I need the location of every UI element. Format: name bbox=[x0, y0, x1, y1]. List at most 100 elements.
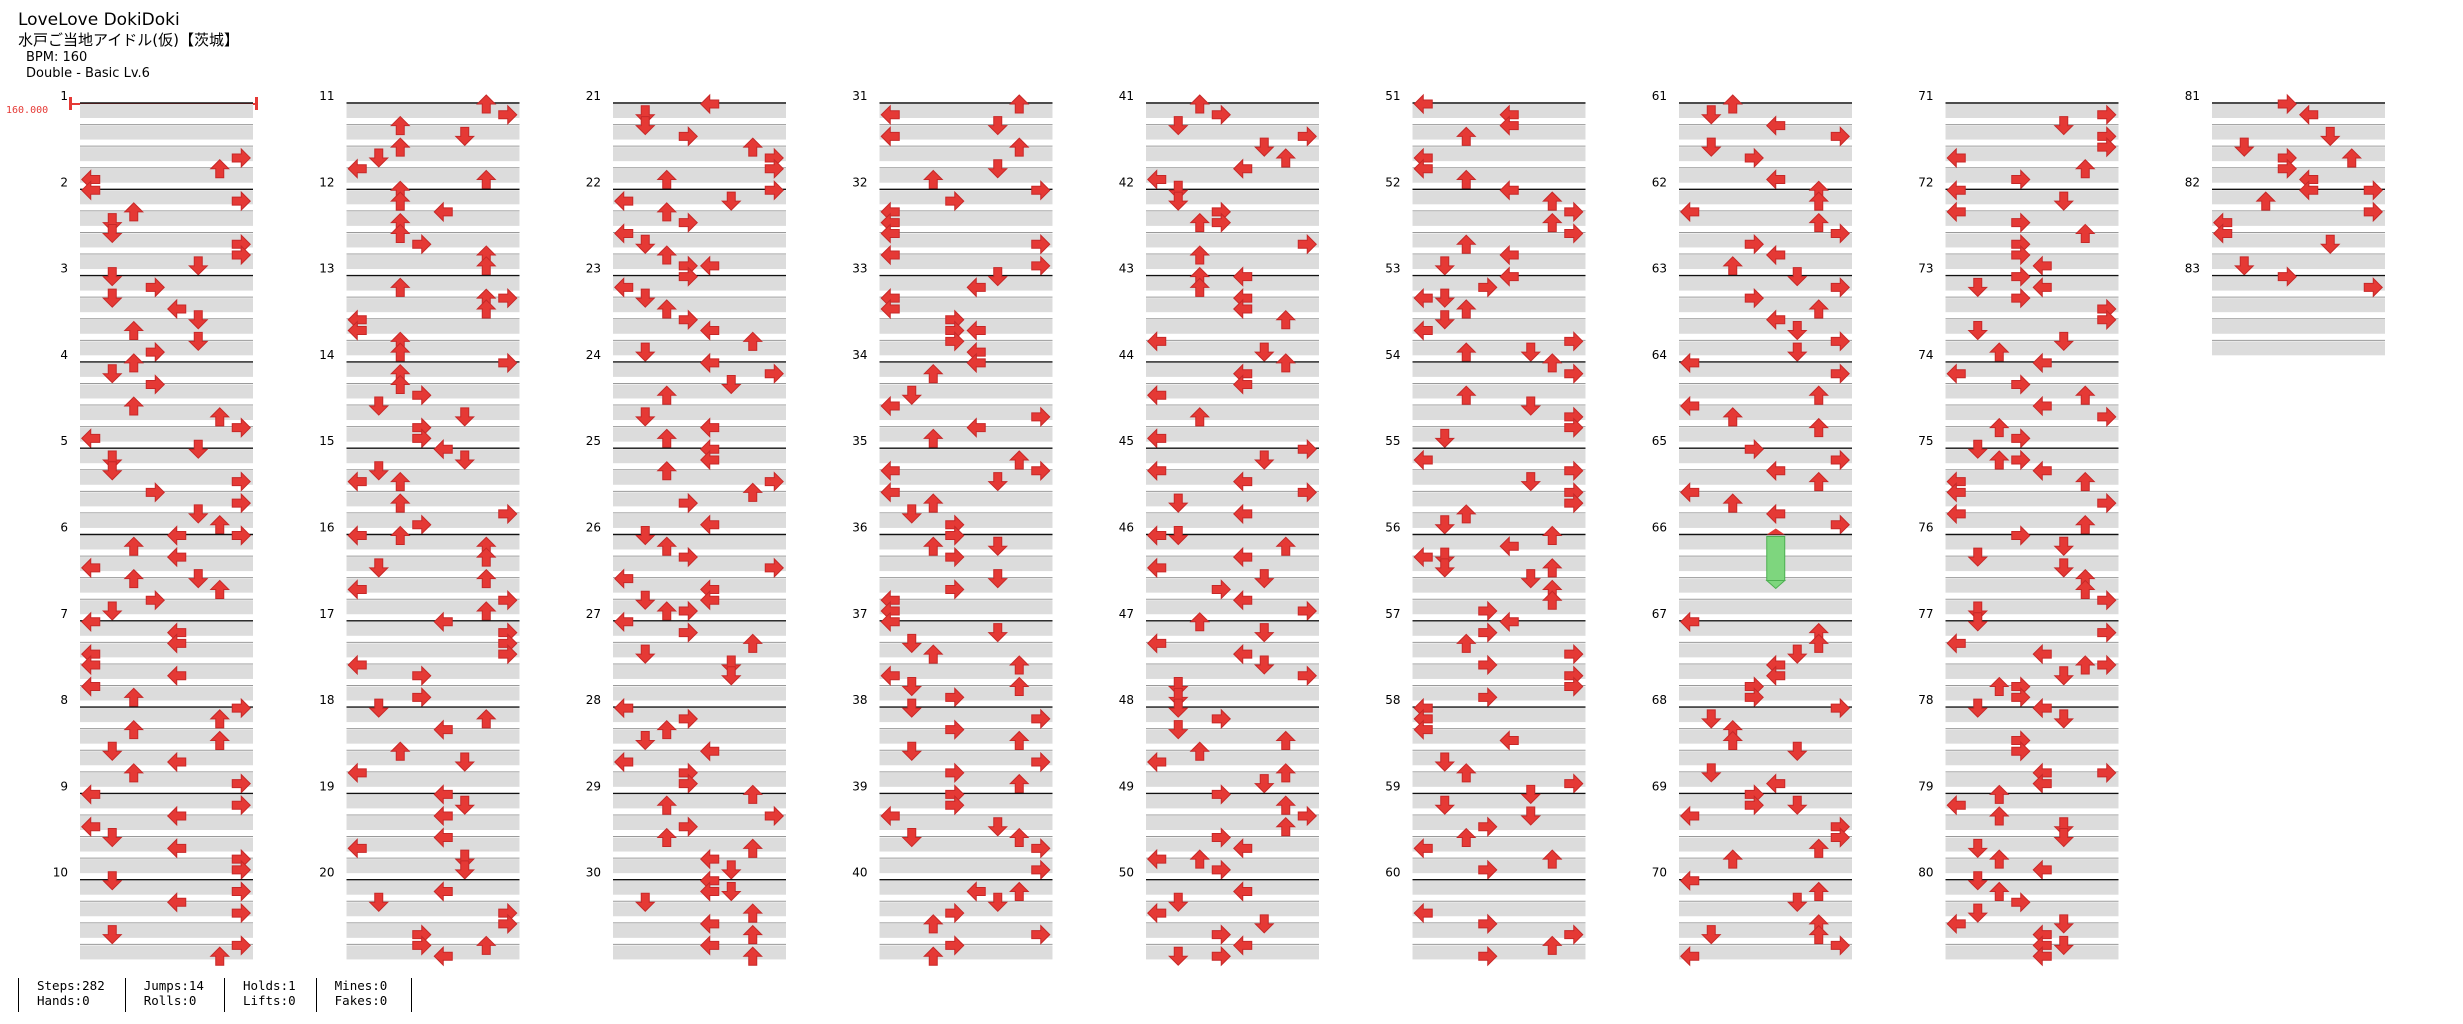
step-arrow bbox=[1564, 223, 1584, 244]
beat-band bbox=[879, 147, 1053, 162]
measure-number: 16 bbox=[319, 521, 334, 535]
beat-band bbox=[1945, 600, 2119, 615]
step-arrow bbox=[2075, 385, 2096, 405]
step-arrow bbox=[81, 180, 101, 201]
beat-band bbox=[879, 578, 1053, 593]
step-arrow bbox=[412, 385, 432, 406]
step-arrow bbox=[1701, 925, 1722, 945]
step-arrow bbox=[742, 924, 763, 945]
beat-band bbox=[2212, 341, 2385, 356]
beat-band bbox=[2212, 168, 2385, 183]
step-arrow bbox=[1233, 546, 1253, 568]
beat-band bbox=[1679, 384, 1852, 399]
step-arrow bbox=[1031, 751, 1051, 773]
step-arrow bbox=[1564, 331, 1584, 352]
step-arrow bbox=[1147, 557, 1167, 579]
beat-band bbox=[346, 298, 520, 313]
step-arrow bbox=[764, 557, 784, 579]
beat-band bbox=[613, 470, 786, 485]
step-arrow bbox=[2032, 255, 2052, 277]
beat-band bbox=[346, 125, 520, 140]
beat-band bbox=[346, 513, 520, 528]
beat-band bbox=[1679, 686, 1852, 701]
beat-band bbox=[613, 794, 786, 809]
step-arrow bbox=[1808, 385, 1829, 405]
step-arrow bbox=[945, 902, 965, 924]
beat-band bbox=[1945, 621, 2119, 636]
measure-number: 20 bbox=[319, 866, 334, 880]
step-arrow bbox=[764, 471, 784, 492]
beat-band bbox=[613, 621, 786, 636]
step-arrow bbox=[368, 558, 389, 578]
step-arrow bbox=[901, 504, 922, 524]
step-arrow bbox=[678, 266, 698, 287]
beat-band bbox=[1679, 664, 1852, 679]
step-arrow bbox=[614, 277, 634, 298]
measure-number: 7 bbox=[60, 607, 68, 621]
step-arrow bbox=[1967, 838, 1988, 859]
step-arrow bbox=[1680, 352, 1700, 374]
step-arrow bbox=[1520, 806, 1541, 826]
measure-number: 79 bbox=[1918, 779, 1933, 793]
step-arrow bbox=[1189, 741, 1210, 761]
beat-band bbox=[879, 125, 1053, 140]
measure-number: 2 bbox=[60, 175, 68, 189]
step-arrow bbox=[368, 148, 389, 168]
step-arrow bbox=[1564, 924, 1584, 945]
measure-number: 15 bbox=[319, 434, 334, 448]
step-arrow bbox=[1434, 428, 1455, 449]
beat-band bbox=[1945, 794, 2119, 809]
step-arrow bbox=[700, 93, 720, 115]
step-arrow bbox=[2277, 266, 2297, 287]
step-arrow bbox=[1233, 266, 1253, 287]
measure-number: 34 bbox=[852, 348, 867, 362]
beat-band bbox=[346, 255, 520, 270]
beat-band bbox=[80, 298, 253, 313]
beat-band bbox=[80, 341, 253, 356]
step-arrow bbox=[167, 298, 187, 320]
step-arrow bbox=[2032, 352, 2052, 374]
beat-band bbox=[1679, 923, 1852, 938]
step-arrow bbox=[1254, 569, 1275, 589]
beat-band bbox=[1146, 255, 1319, 270]
step-arrow bbox=[390, 115, 411, 136]
step-arrow bbox=[678, 773, 698, 794]
step-arrow bbox=[656, 601, 677, 621]
step-arrow bbox=[390, 191, 411, 211]
beat-band bbox=[1679, 600, 1852, 615]
step-arrow bbox=[1722, 849, 1743, 869]
beat-band bbox=[1679, 837, 1852, 852]
step-arrow bbox=[1478, 946, 1498, 967]
step-arrow bbox=[901, 677, 922, 697]
beat-band bbox=[1146, 211, 1319, 226]
step-arrow bbox=[2011, 525, 2031, 546]
step-arrow bbox=[1147, 633, 1167, 654]
step-arrow bbox=[1542, 558, 1563, 578]
beat-band bbox=[1412, 125, 1586, 140]
step-arrow bbox=[2032, 697, 2052, 719]
beat-band bbox=[80, 664, 253, 679]
step-arrow bbox=[1744, 438, 1764, 460]
step-arrow bbox=[145, 277, 165, 298]
beat-band bbox=[1679, 708, 1852, 723]
beat-band bbox=[1146, 470, 1319, 485]
bpm-marker-line bbox=[70, 103, 258, 105]
step-arrow bbox=[145, 374, 165, 395]
step-arrow bbox=[1168, 946, 1189, 966]
beat-band bbox=[613, 298, 786, 313]
beat-band bbox=[879, 492, 1053, 507]
step-arrow bbox=[764, 158, 784, 179]
step-arrow bbox=[1456, 504, 1477, 524]
step-arrow bbox=[2363, 180, 2383, 201]
step-arrow bbox=[1520, 569, 1541, 589]
step-arrow bbox=[102, 828, 123, 848]
step-arrow bbox=[1275, 763, 1296, 783]
beat-band bbox=[80, 147, 253, 162]
step-arrow bbox=[1168, 892, 1189, 912]
step-arrow bbox=[901, 741, 922, 761]
step-arrow bbox=[433, 881, 453, 902]
step-arrow bbox=[498, 352, 518, 374]
beat-band bbox=[80, 815, 253, 830]
beat-band bbox=[879, 923, 1053, 938]
measure-number: 46 bbox=[1119, 521, 1134, 535]
